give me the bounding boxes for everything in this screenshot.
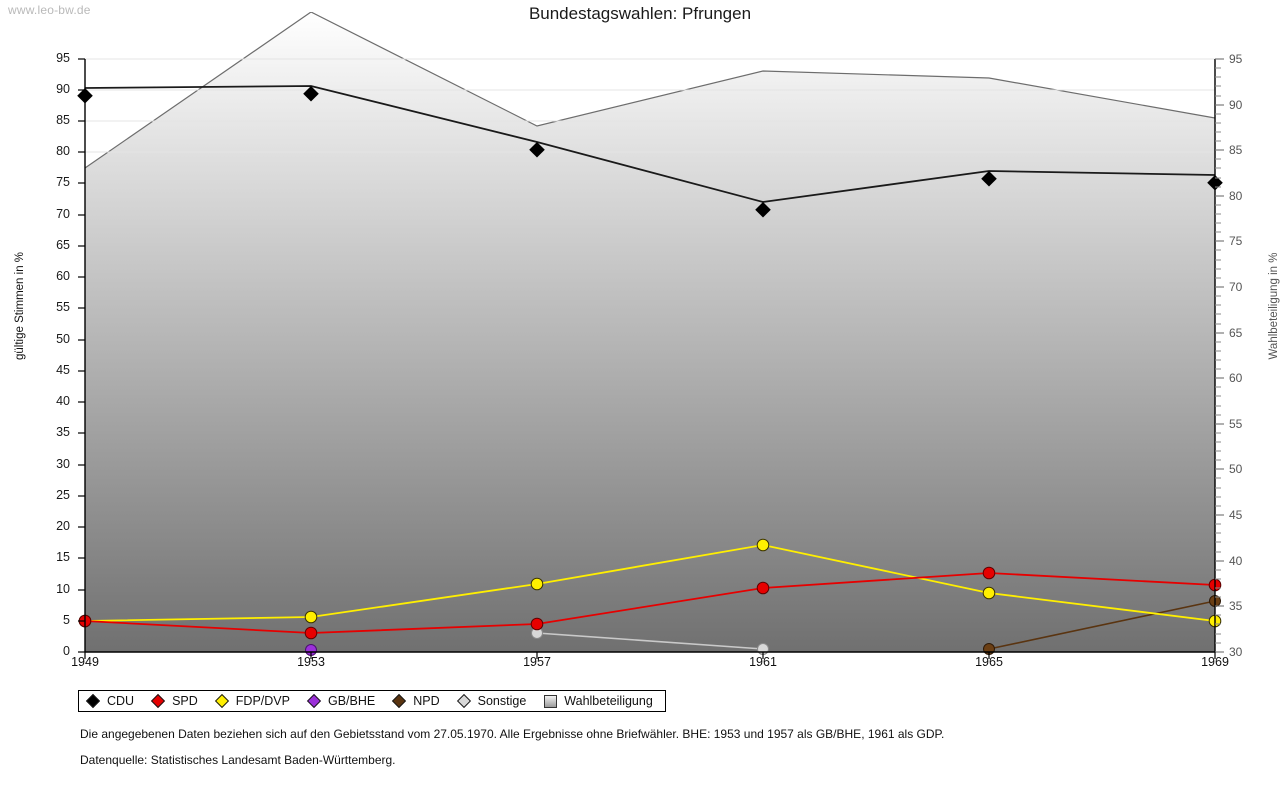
legend-label: FDP/DVP (235, 694, 290, 708)
legend-item-gb-bhe[interactable]: GB/BHE (306, 693, 376, 709)
right-axis-minor-ticks (1215, 67, 1221, 644)
left-tick-label: 95 (56, 51, 70, 65)
footnote-source: Datenquelle: Statistisches Landesamt Bad… (80, 753, 396, 767)
footnote-data-note: Die angegebenen Daten beziehen sich auf … (80, 727, 945, 741)
legend-label: GB/BHE (327, 694, 376, 708)
right-tick-label: 55 (1229, 417, 1243, 431)
legend-item-cdu[interactable]: CDU (85, 693, 135, 709)
x-axis-ticks (84, 652, 1216, 659)
left-tick-label: 10 (56, 582, 70, 596)
right-tick-label: 90 (1229, 98, 1243, 112)
x-tick-label: 1953 (297, 655, 325, 669)
cdu-marker-icon (85, 693, 101, 709)
left-tick-label: 35 (56, 425, 70, 439)
legend-item-spd[interactable]: SPD (151, 693, 198, 709)
left-tick-label: 55 (56, 300, 70, 314)
left-tick-label: 60 (56, 269, 70, 283)
right-tick-label: 75 (1229, 234, 1243, 248)
sonstige-marker-icon (456, 693, 471, 709)
right-tick-label: 60 (1229, 371, 1243, 385)
left-tick-label: 0 (63, 644, 70, 658)
right-tick-label: 30 (1229, 645, 1243, 659)
spd-marker-icon (151, 693, 166, 709)
wahlbeteiligung-marker-icon (544, 694, 558, 708)
left-tick-label: 90 (56, 82, 70, 96)
axis-lines (84, 59, 1216, 653)
right-tick-label: 85 (1229, 143, 1243, 157)
watermark: www.leo-bw.de (8, 3, 91, 17)
right-tick-label: 40 (1229, 554, 1243, 568)
npd-marker-icon (392, 693, 407, 709)
left-tick-label: 25 (56, 488, 70, 502)
gb-bhe-marker-icon (306, 693, 322, 709)
left-tick-label: 20 (56, 519, 70, 533)
legend-item-sonstige[interactable]: Sonstige (456, 693, 527, 709)
left-tick-label: 5 (63, 613, 70, 627)
x-tick-label: 1957 (523, 655, 551, 669)
left-tick-label: 80 (56, 144, 70, 158)
legend-label: NPD (413, 694, 440, 708)
right-tick-label: 35 (1229, 599, 1243, 613)
fdp-marker-icon (214, 693, 229, 709)
x-tick-label: 1961 (749, 655, 777, 669)
legend-item-npd[interactable]: NPD (392, 693, 440, 709)
left-tick-label: 45 (56, 363, 70, 377)
legend-label: CDU (107, 694, 135, 708)
right-tick-label: 65 (1229, 326, 1243, 340)
right-tick-label: 70 (1229, 280, 1243, 294)
x-tick-label: 1965 (975, 655, 1003, 669)
right-axis-ticks (1215, 58, 1224, 653)
right-tick-label: 50 (1229, 462, 1243, 476)
legend-label: Wahlbeteiligung (564, 694, 653, 708)
gridlines (85, 58, 1215, 153)
x-tick-label: 1949 (71, 655, 99, 669)
left-tick-label: 70 (56, 207, 70, 221)
legend-item-wahlbeteiligung[interactable]: Wahlbeteiligung (544, 694, 653, 708)
left-tick-label: 50 (56, 332, 70, 346)
right-tick-label: 95 (1229, 52, 1243, 66)
right-tick-label: 80 (1229, 189, 1243, 203)
left-tick-label: 15 (56, 550, 70, 564)
left-tick-label: 75 (56, 175, 70, 189)
chart-legend: CDU SPD FDP/DVP GB/BHE NPD Sonstige Wahl… (78, 690, 666, 712)
left-tick-label: 65 (56, 238, 70, 252)
legend-item-fdp-dvp[interactable]: FDP/DVP (214, 693, 290, 709)
legend-label: Sonstige (477, 694, 527, 708)
page-title: Bundestagswahlen: Pfrungen (528, 4, 752, 23)
x-tick-label: 1969 (1201, 655, 1229, 669)
left-axis-ticks (78, 58, 85, 653)
left-tick-label: 30 (56, 457, 70, 471)
left-tick-label: 85 (56, 113, 70, 127)
wahlbeteiligung-area (85, 12, 1215, 652)
right-tick-label: 45 (1229, 508, 1243, 522)
legend-label: SPD (172, 694, 198, 708)
left-tick-label: 40 (56, 394, 70, 408)
